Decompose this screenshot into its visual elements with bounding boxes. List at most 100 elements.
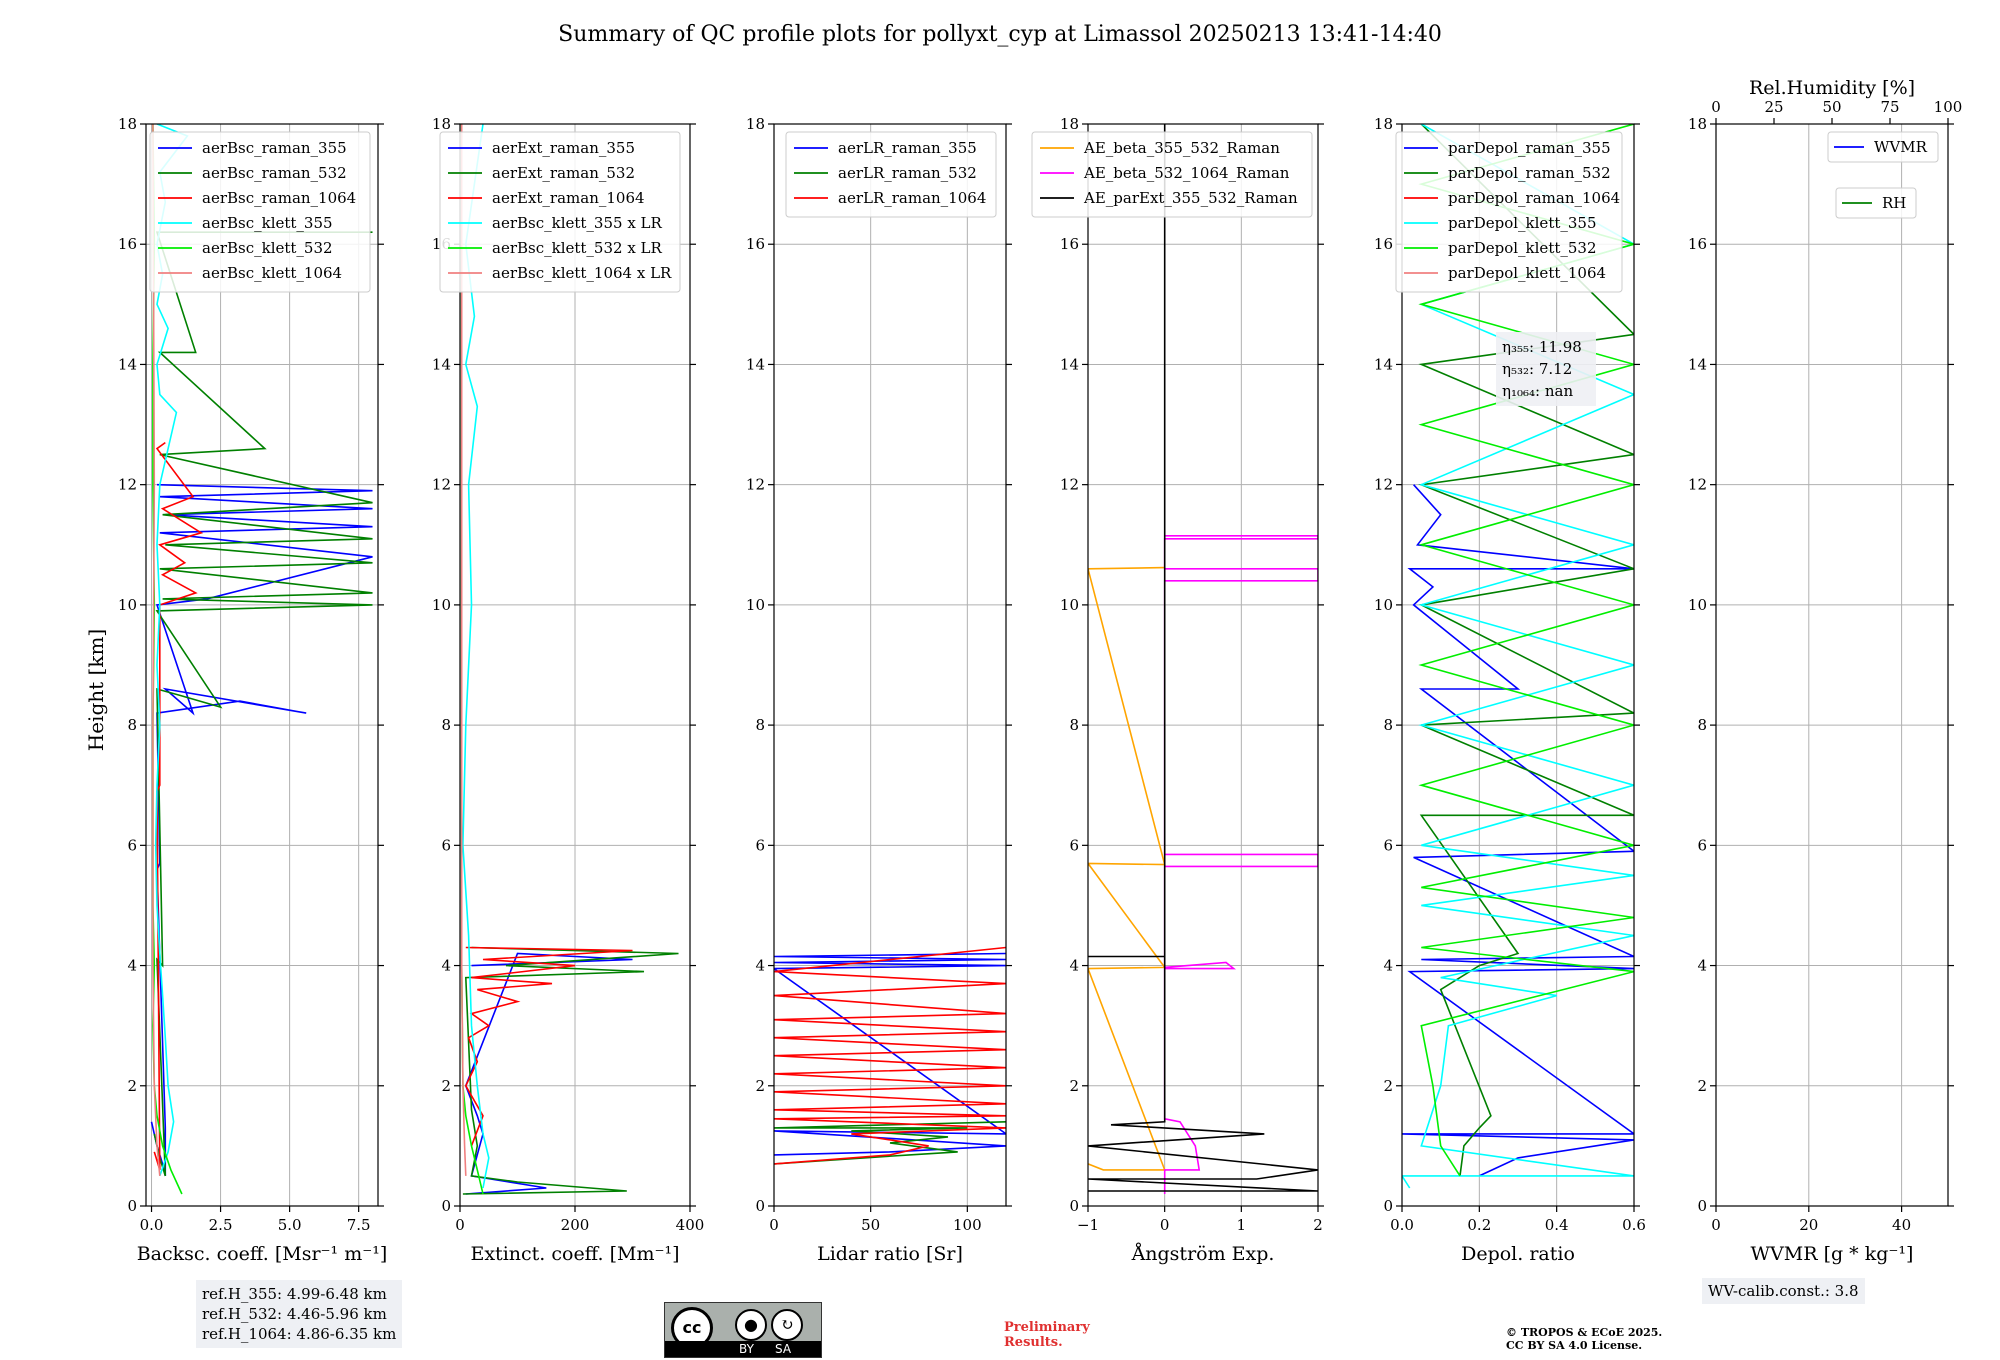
y-tick-label: 8 (1069, 716, 1079, 734)
y-tick-label: 12 (1688, 476, 1707, 494)
y-tick-label: 0 (127, 1197, 137, 1215)
y-tick-label: 12 (1060, 476, 1079, 494)
ref-height-1064: ref.H_1064: 4.86-6.35 km (202, 1325, 397, 1343)
legend-label: aerBsc_klett_532 (202, 239, 333, 257)
ref-height-355: ref.H_355: 4.99-6.48 km (202, 1285, 387, 1303)
axes-frame (145, 123, 379, 1207)
x-tick-label: 200 (561, 1216, 590, 1234)
cc-license-badge: cc ● ↻ BY SA (664, 1302, 822, 1358)
legend-label: parDepol_klett_355 (1448, 214, 1597, 232)
copyright-note: © TROPOS & ECoE 2025. CC BY SA 4.0 Licen… (1506, 1326, 1662, 1352)
y-tick-label: 4 (441, 957, 451, 975)
shared-y-axis-label: Height [km] (84, 629, 108, 751)
preliminary-note: Preliminary Results. (1004, 1320, 1090, 1350)
series-line-aerExt_raman_1064 (464, 946, 633, 1147)
legend-label: aerBsc_raman_1064 (202, 189, 356, 207)
series-group-backscatter (150, 124, 373, 1195)
y-tick-label: 2 (1697, 1077, 1707, 1095)
legend-frame (1827, 131, 1939, 163)
y-tick-label: 4 (1383, 957, 1393, 975)
legend-label: parDepol_raman_1064 (1448, 189, 1620, 207)
y-tick-label: 10 (118, 596, 137, 614)
y-tick-label: 8 (1697, 716, 1707, 734)
x-axis-label: Backsc. coeff. [Msr⁻¹ m⁻¹] (137, 1243, 388, 1265)
y-tick-label: 6 (1697, 836, 1707, 854)
x-tick-label: 0 (769, 1216, 779, 1234)
panel-backscatter: 0 2 4 6 8 10 12 14 16 18 0.0 2.5 5.0 7.5 Backsc. coeff… (118, 115, 387, 1265)
y-tick-label: 2 (127, 1077, 137, 1095)
y-tick-label: 18 (118, 115, 137, 133)
y-tick-label: 8 (755, 716, 765, 734)
y-tick-label: 2 (1383, 1077, 1393, 1095)
share-alike-icon: ↻ (771, 1309, 803, 1341)
legend-extinction: aerExt_raman_355 aerExt_raman_532 aerExt_r… (439, 131, 681, 293)
x-tick-label: 1 (1237, 1216, 1247, 1234)
legend-depol: parDepol_raman_355 parDepol_raman_532 parD… (1395, 131, 1623, 293)
x-tick-label: 100 (953, 1216, 982, 1234)
legend-angstrom: AE_beta_355_532_Raman AE_beta_532_1064_Ra… (1031, 131, 1313, 218)
legend-wvmr: WVMR RH (1827, 131, 1939, 219)
series-line-aerLR_raman_532 (774, 1121, 1006, 1165)
y-tick-label: 18 (746, 115, 765, 133)
y-tick-label: 0 (1383, 1197, 1393, 1215)
x-tick-label: 2.5 (209, 1216, 233, 1234)
badge-band (665, 1341, 821, 1357)
series-line-aerBsc_klett_355 x LR (462, 124, 490, 1189)
x-tick-label: 2 (1313, 1216, 1323, 1234)
y-tick-label: 12 (118, 476, 137, 494)
legend-label: aerBsc_klett_355 (202, 214, 333, 232)
y-tick-label: 2 (441, 1077, 451, 1095)
legend-label: aerBsc_klett_1064 (202, 264, 342, 282)
legend-frame (439, 131, 681, 293)
top-x-tick-label: 0 (1711, 98, 1721, 116)
series-line-aerBsc_klett_1064 (152, 124, 161, 1176)
y-tick-label: 12 (432, 476, 451, 494)
y-tick-label: 6 (441, 836, 451, 854)
y-tick-label: 16 (1688, 235, 1707, 253)
badge-by-label: BY (739, 1342, 754, 1356)
y-tick-label: 14 (1688, 355, 1707, 373)
axes-frame (1715, 123, 1949, 1207)
series-line-AE_beta_355_532_Raman (1088, 566, 1167, 1171)
legend-frame (149, 131, 371, 293)
legend-label: parDepol_klett_1064 (1448, 264, 1606, 282)
x-tick-label: 0.6 (1622, 1216, 1646, 1234)
x-tick-label: 20 (1799, 1216, 1818, 1234)
legend-frame (1395, 131, 1623, 293)
panel-depol: 0 2 4 6 8 10 12 14 16 18 0.0 0.2 0.4 0.6 Depol. ratio p… (1374, 115, 1646, 1265)
y-tick-label: 18 (1060, 115, 1079, 133)
copyright-line2: CC BY SA 4.0 License. (1506, 1339, 1643, 1352)
y-tick-label: 2 (755, 1077, 765, 1095)
top-x-tick-label: 75 (1880, 98, 1899, 116)
y-tick-label: 0 (755, 1197, 765, 1215)
y-tick-label: 0 (441, 1197, 451, 1215)
series-line-parDepol_klett_355 (1402, 124, 1634, 1189)
preliminary-line1: Preliminary (1004, 1320, 1090, 1335)
legend-frame (785, 131, 997, 218)
series-group-depol (1402, 124, 1634, 1189)
axes-frame (773, 123, 1007, 1207)
attribution-icon: ● (735, 1309, 767, 1341)
legend-label: aerExt_raman_355 (492, 139, 635, 157)
y-tick-label: 6 (1383, 836, 1393, 854)
legend-label: AE_beta_532_1064_Raman (1083, 164, 1290, 182)
series-line-aerExt_raman_355 (464, 952, 633, 1195)
figure-title: Summary of QC profile plots for pollyxt_… (558, 22, 1442, 47)
series-group-angstrom (1088, 124, 1318, 1194)
x-axis-label: Lidar ratio [Sr] (817, 1243, 963, 1265)
wv-calibration-box: WV-calib.const.: 3.8 (1702, 1278, 1865, 1304)
reference-height-box: ref.H_355: 4.99-6.48 km ref.H_532: 4.46-… (196, 1280, 403, 1348)
badge-sa-label: SA (775, 1342, 792, 1356)
legend-label: AE_parExt_355_532_Raman (1083, 189, 1298, 207)
legend-frame (1031, 131, 1313, 218)
top-x-tick-label: 100 (1934, 98, 1963, 116)
series-group-lidarratio (774, 946, 1006, 1165)
series-line-parDepol_raman_532 (1418, 124, 1634, 1177)
annotation-line: η₅₃₂: 7.12 (1502, 360, 1572, 378)
y-tick-label: 18 (1688, 115, 1707, 133)
series-line-aerBsc_klett_1064 x LR (460, 124, 467, 1176)
legend-label: aerExt_raman_532 (492, 164, 635, 182)
x-tick-label: 400 (676, 1216, 705, 1234)
